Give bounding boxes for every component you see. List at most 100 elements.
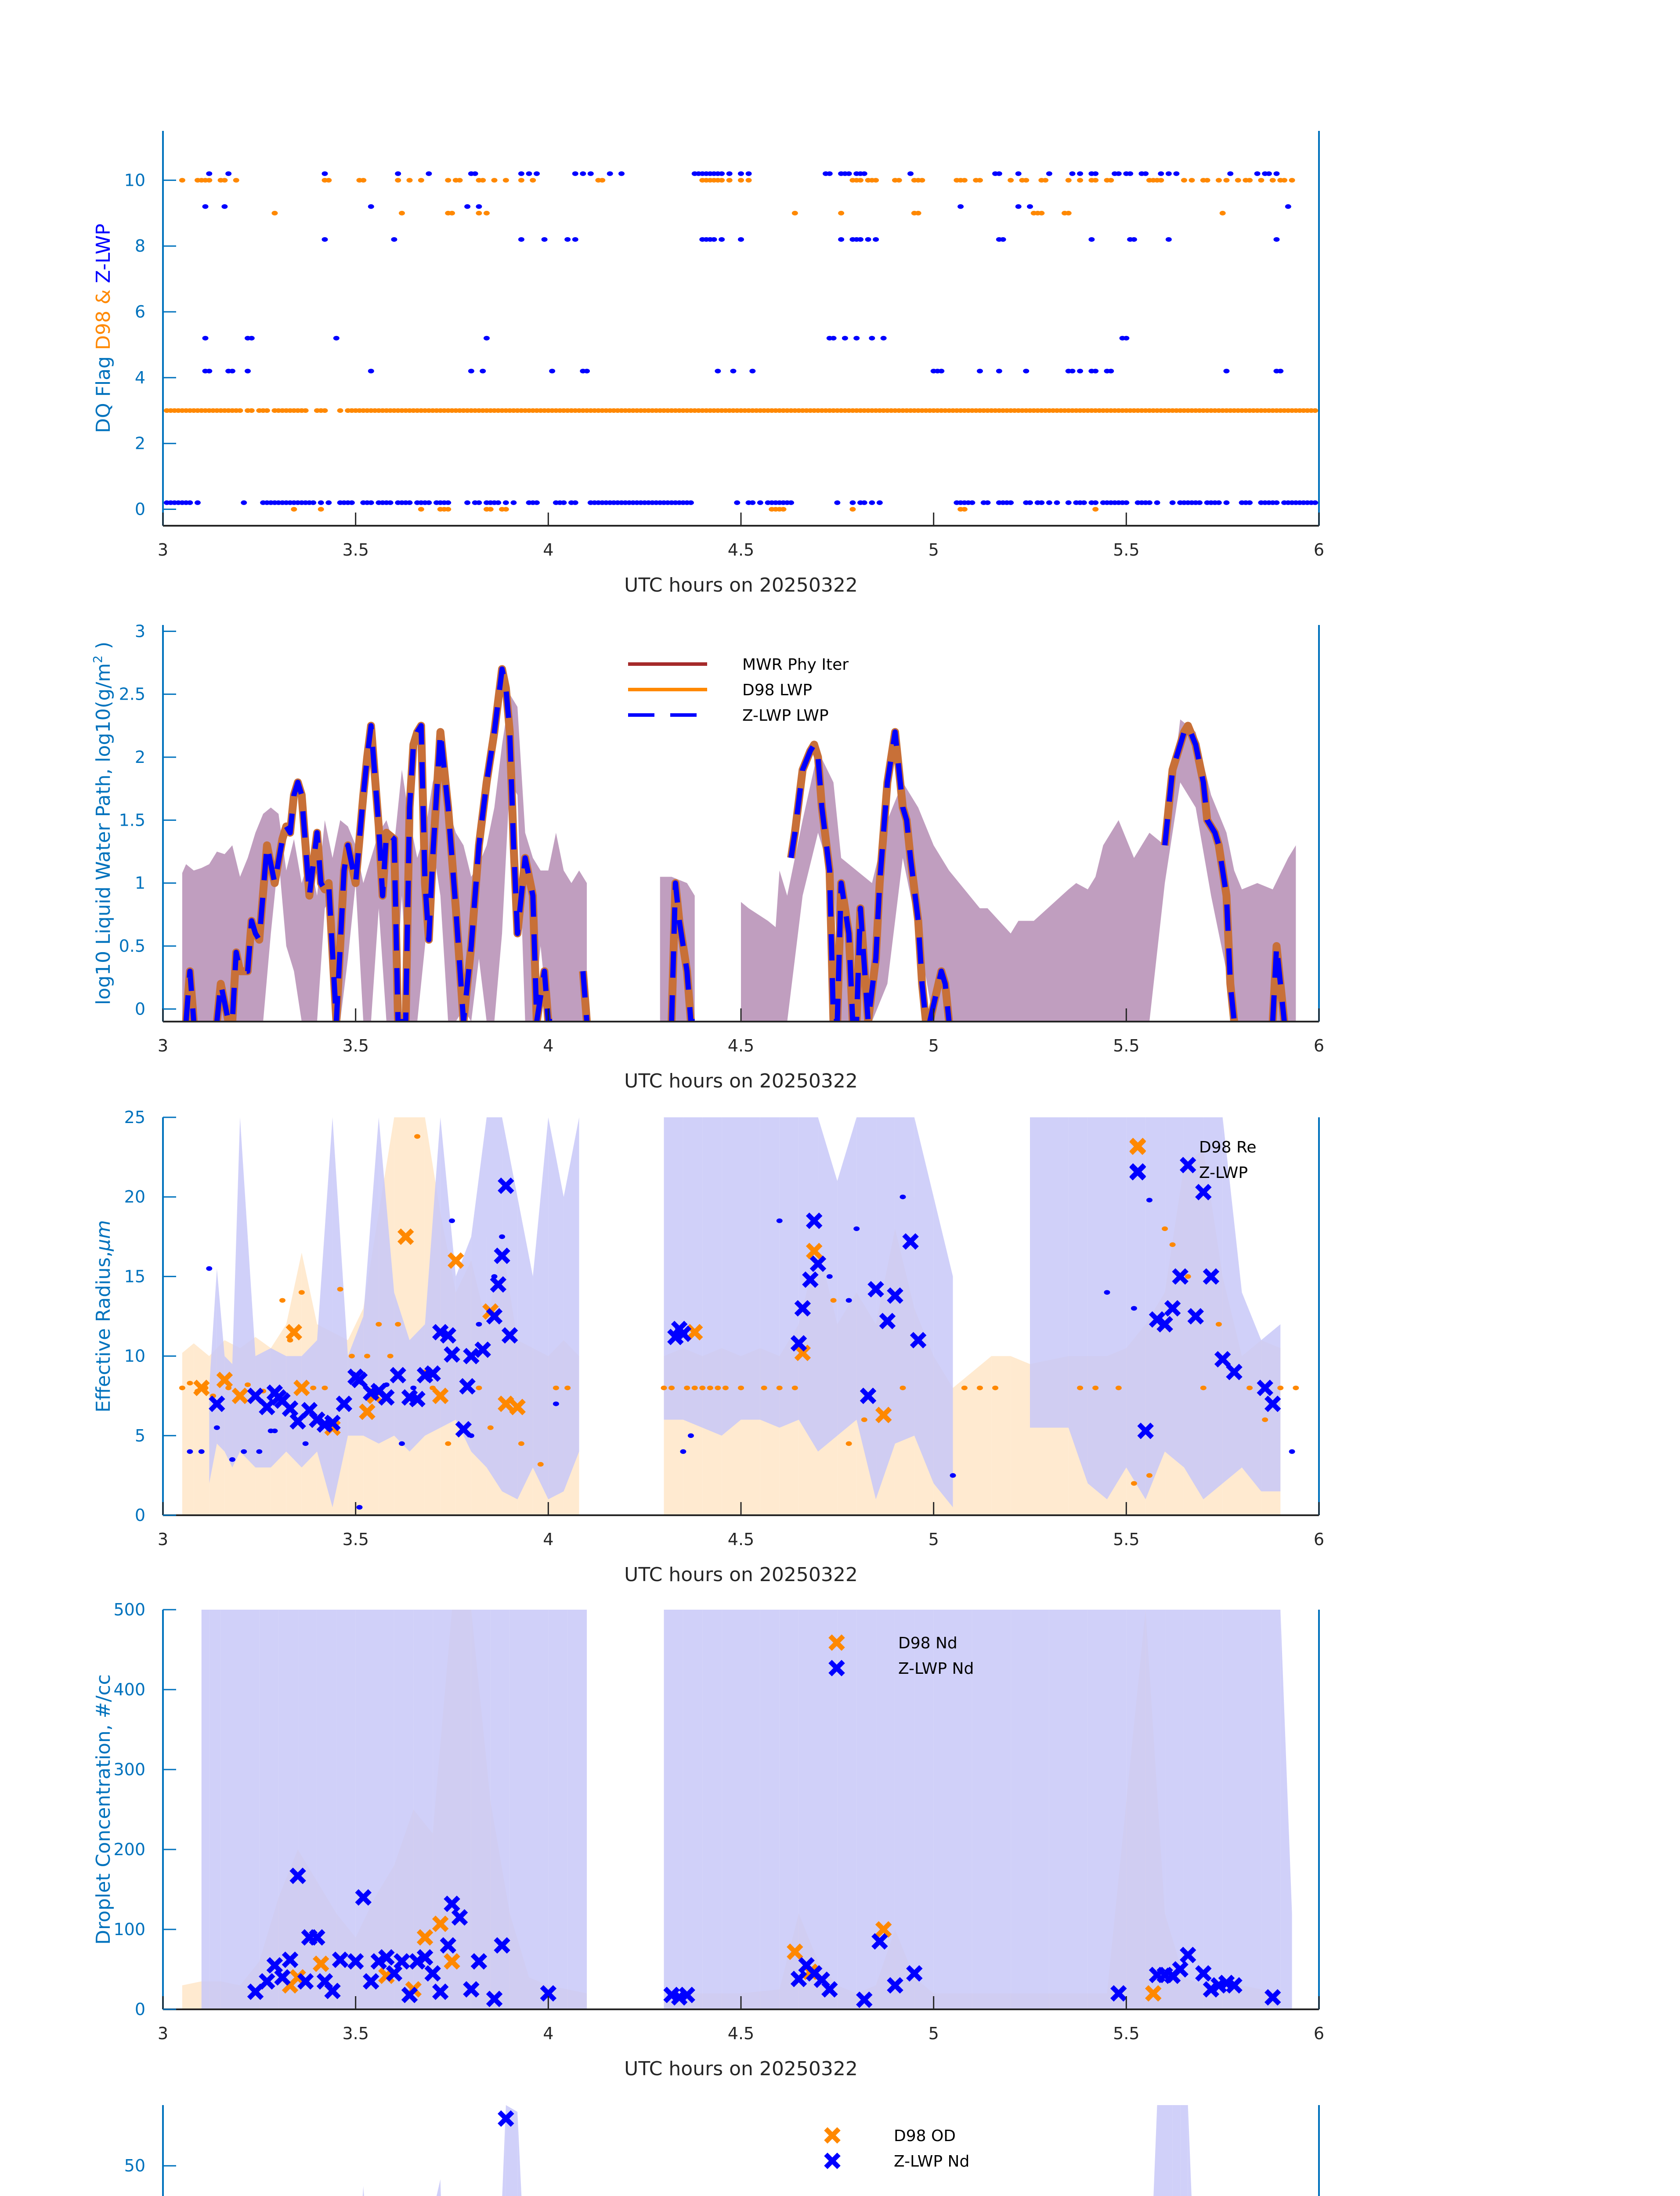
d98-flag-point: [719, 178, 725, 183]
uncertainty-band-segment: [517, 1197, 533, 1499]
d98-small-point: [1146, 1473, 1153, 1478]
d98-flag-point: [337, 408, 343, 413]
uncertainty-band-segment: [933, 1197, 953, 1507]
lwp-legend: MWR Phy Iter D98 LWP Z-LWP LWP: [628, 656, 849, 725]
zlwp-marker: [274, 1969, 291, 1986]
uncertainty-band-segment: [517, 2112, 522, 2196]
zlwp-flag-point: [572, 237, 578, 242]
x-tick-label: 6: [1314, 1036, 1324, 1055]
d98-flag-point: [1065, 178, 1072, 183]
x-axis-label: UTC hours on 20250322: [624, 2058, 858, 2080]
x-tick-label: 3: [158, 540, 168, 560]
uncertainty-band-segment: [914, 1117, 934, 1484]
zlwp-flag-point: [1215, 500, 1222, 505]
d98-marker: [193, 1380, 210, 1396]
d98-flag-point: [360, 178, 367, 183]
d98-flag-point: [599, 178, 606, 183]
zlwp-flag-point: [1158, 171, 1164, 176]
uncertainty-band-segment: [895, 1610, 914, 2009]
zlwp-small-point: [229, 1457, 235, 1462]
d98-flag-point: [1189, 178, 1195, 183]
y-axis-label-main: log10 Liquid Water Path, log10(g/m: [92, 663, 115, 1005]
d98-marker: [285, 1324, 303, 1341]
zlwp-flag-point: [510, 500, 517, 505]
d98-marker: [216, 1372, 233, 1388]
y-axis-label: DQ Flag D98 & Z-LWP: [92, 224, 115, 433]
panel-reff-marks: [179, 1117, 1299, 1515]
zlwp-marker: [351, 1372, 368, 1388]
zlwp-marker: [879, 1313, 896, 1329]
zlwp-flag-point: [730, 368, 737, 374]
d98-flag-point: [445, 507, 452, 512]
uncertainty-band-segment: [972, 1610, 1011, 2009]
zlwp-marker: [247, 1983, 264, 2000]
zlwp-flag-point: [1069, 171, 1076, 176]
d98-flag-point: [1204, 178, 1210, 183]
zlwp-flag-point: [757, 500, 763, 505]
legend-marker: [1129, 1138, 1146, 1155]
zlwp-flag-point: [476, 204, 482, 209]
d98-marker: [312, 1955, 329, 1972]
uncertainty-band-segment: [529, 1610, 549, 2009]
d98-flag-point: [395, 178, 401, 183]
d98-small-point: [1277, 1385, 1284, 1391]
d98-flag-point: [491, 178, 498, 183]
x-tick-label: 5: [929, 1530, 939, 1549]
zlwp-marker: [336, 1395, 353, 1412]
zlwp-flag-point: [826, 171, 833, 176]
zlwp-small-point: [1104, 1290, 1110, 1295]
uncertainty-band-segment: [509, 1610, 529, 2009]
d98-small-point: [684, 1385, 690, 1391]
zlwp-flag-point: [541, 237, 548, 242]
zlwp-marker: [1203, 1268, 1220, 1285]
panel-dq-flag-axes: 3 3.5 4 4.5 5 5.5 6 0 2 4 6 8 10 UTC hours on 2025032…: [92, 131, 1324, 596]
y-tick-label: 10: [124, 170, 145, 190]
panel-od-axes: 33.544.555.5601020304050UTC hours on 202…: [124, 2105, 1320, 2196]
zlwp-marker: [409, 1391, 426, 1408]
zlwp-marker: [1226, 1977, 1243, 1994]
legend-label: Z-LWP LWP: [742, 707, 829, 725]
zlwp-marker: [266, 1957, 283, 1974]
zlwp-flag-point: [1038, 500, 1045, 505]
uncertainty-band-segment: [1068, 1117, 1088, 1484]
uncertainty-band-segment: [837, 1117, 857, 1436]
y-axis-label-sup: 2: [90, 655, 105, 663]
zlwp-flag-point: [348, 500, 355, 505]
y-tick-label: 25: [124, 1108, 145, 1127]
x-axis-label: UTC hours on 20250322: [624, 1564, 858, 1586]
zlwp-marker: [1172, 1268, 1189, 1285]
d98-flag-point: [791, 211, 798, 216]
x-tick-label: 5.5: [1113, 1036, 1139, 1055]
zlwp-marker: [486, 1990, 503, 2008]
zlwp-marker: [871, 1933, 888, 1950]
zlwp-flag-point: [1265, 171, 1272, 176]
d98-small-point: [791, 1385, 798, 1391]
zlwp-flag-point: [738, 171, 744, 176]
uncertainty-band-segment: [683, 1610, 703, 2009]
x-tick-label: 5.5: [1113, 2024, 1139, 2043]
uncertainty-band-segment: [876, 1610, 895, 2009]
zlwp-flag-point: [1223, 500, 1230, 505]
zlwp-flag-point: [322, 237, 328, 242]
zlwp-marker: [347, 1953, 364, 1970]
zlwp-flag-point: [368, 368, 374, 374]
d98-flag-point: [271, 211, 278, 216]
d98-marker: [509, 1398, 526, 1416]
uncertainty-band-segment: [1087, 1610, 1127, 2009]
x-tick-label: 4: [543, 2024, 553, 2043]
uncertainty-band-segment: [1145, 1117, 1165, 1499]
d98-flag-point: [1312, 408, 1319, 413]
zlwp-flag-point: [241, 500, 247, 505]
uncertainty-band-segment: [1203, 1610, 1223, 2009]
uncertainty-band-segment: [933, 1610, 953, 2009]
d98-small-point: [337, 1287, 343, 1292]
d98-flag-point: [1223, 178, 1230, 183]
d98-flag-point: [418, 178, 424, 183]
d98-flag-point: [976, 178, 983, 183]
zlwp-marker: [501, 1327, 518, 1344]
legend-marker: [824, 2153, 841, 2169]
zlwp-flag-point: [1092, 500, 1099, 505]
zlwp-flag-point: [1273, 500, 1280, 505]
uncertainty-band-segment: [991, 1356, 1011, 1515]
uncertainty-band-segment: [1184, 1610, 1203, 2009]
